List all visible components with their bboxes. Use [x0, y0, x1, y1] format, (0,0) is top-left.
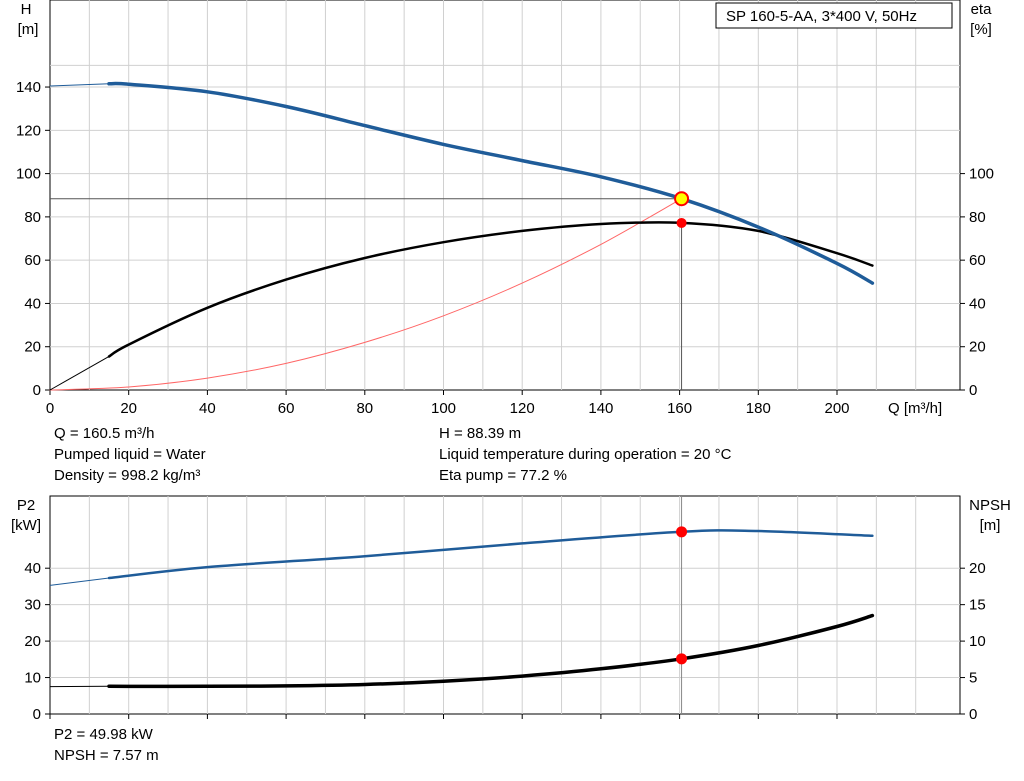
- head-duty-marker: [674, 191, 690, 207]
- eta-curve: [107, 221, 874, 358]
- bottom-x-axis: [49, 714, 838, 719]
- y2-tick-label: 20: [969, 339, 986, 356]
- info-p2: P2 = 49.98 kW: [54, 726, 153, 743]
- info-eta-pump: Eta pump = 77.2 %: [439, 467, 567, 484]
- y-tick-label: 60: [24, 252, 41, 269]
- system-curve: [49, 198, 683, 391]
- eta-axis-title: eta: [971, 1, 993, 18]
- y2-tick-label: 0: [969, 706, 977, 723]
- head-curve: [107, 81, 875, 285]
- x-tick-label: 20: [120, 400, 137, 417]
- x-tick-label: 60: [278, 400, 295, 417]
- y-tick-label: 30: [24, 597, 41, 614]
- y2-tick-label: 100: [969, 166, 994, 183]
- info-npsh: NPSH = 7.57 m: [54, 747, 159, 764]
- head-axis-title: H: [21, 1, 32, 18]
- top-plot-frame: [49, 0, 961, 391]
- y-tick-label: 120: [16, 122, 41, 139]
- top-curves: [49, 81, 875, 391]
- x-tick-label: 0: [46, 400, 54, 417]
- y-tick-label: 0: [33, 382, 41, 399]
- npsh-curve: [107, 613, 875, 689]
- x-tick-label: 80: [356, 400, 373, 417]
- top-panel: 0 20 40 60 80 100 120 140 160 180 200 020406080100…: [16, 0, 994, 417]
- head-curve-extension: [49, 83, 110, 87]
- info-flow: Q = 160.5 m³/h: [54, 425, 155, 442]
- eta-curve-extension: [49, 356, 110, 391]
- npsh-axis-unit: [m]: [980, 517, 1001, 534]
- y2-tick-label: 0: [969, 382, 977, 399]
- x-tick-label: 40: [199, 400, 216, 417]
- y-tick-label: 40: [24, 560, 41, 577]
- y2-tick-label: 60: [969, 252, 986, 269]
- pump-label-box: SP 160-5-AA, 3*400 V, 50Hz: [715, 2, 953, 29]
- y2-tick-label: 10: [969, 633, 986, 650]
- head-axis-unit: [m]: [18, 21, 39, 38]
- y-tick-label: 10: [24, 670, 41, 687]
- flow-axis-title: Q [m³/h]: [888, 400, 942, 417]
- bottom-right-axis: 0 5 10 15 20: [960, 560, 986, 723]
- top-right-axis: 0 20 40 60 80 100: [960, 166, 994, 399]
- x-tick-label: 100: [431, 400, 456, 417]
- p2-curve: [107, 529, 874, 580]
- top-grid: [50, 0, 960, 390]
- npsh-duty-marker: [676, 653, 688, 665]
- p2-axis-title: P2: [17, 497, 35, 514]
- bottom-curves: [49, 496, 875, 714]
- y2-tick-label: 40: [969, 295, 986, 312]
- y2-tick-label: 5: [969, 670, 977, 687]
- y2-tick-label: 20: [969, 560, 986, 577]
- npsh-axis-title: NPSH: [969, 497, 1011, 514]
- info-pumped-liquid: Pumped liquid = Water: [54, 446, 206, 463]
- x-tick-label: 140: [588, 400, 613, 417]
- y-tick-label: 80: [24, 209, 41, 226]
- y-tick-label: 20: [24, 633, 41, 650]
- y-tick-label: 100: [16, 166, 41, 183]
- y-tick-label: 0: [33, 706, 41, 723]
- eta-duty-marker: [676, 217, 687, 228]
- info-liquid-temperature: Liquid temperature during operation = 20…: [439, 446, 732, 463]
- x-tick-label: 200: [824, 400, 849, 417]
- y2-tick-label: 15: [969, 597, 986, 614]
- bottom-panel: 0 10 20 30 40 0 5 10 15 20 P2 [kW] NPSH [m]: [11, 495, 1011, 723]
- info-density: Density = 998.2 kg/m³: [54, 467, 201, 484]
- p2-axis-unit: [kW]: [11, 517, 41, 534]
- top-left-axis: 0 20 40 60 80 100 120 140: [16, 79, 50, 399]
- y-tick-label: 40: [24, 295, 41, 312]
- y-tick-label: 20: [24, 339, 41, 356]
- p2-duty-marker: [676, 526, 688, 538]
- pump-label: SP 160-5-AA, 3*400 V, 50Hz: [726, 8, 917, 25]
- x-tick-label: 120: [510, 400, 535, 417]
- top-x-axis: 0 20 40 60 80 100 120 140 160 180 200: [46, 390, 850, 417]
- eta-axis-unit: [%]: [970, 21, 992, 38]
- y2-tick-label: 80: [969, 209, 986, 226]
- x-tick-label: 180: [746, 400, 771, 417]
- info-head: H = 88.39 m: [439, 425, 522, 442]
- bottom-left-axis: 0 10 20 30 40: [24, 560, 50, 723]
- x-tick-label: 160: [667, 400, 692, 417]
- p2-curve-extension: [49, 577, 110, 586]
- y-tick-label: 140: [16, 79, 41, 96]
